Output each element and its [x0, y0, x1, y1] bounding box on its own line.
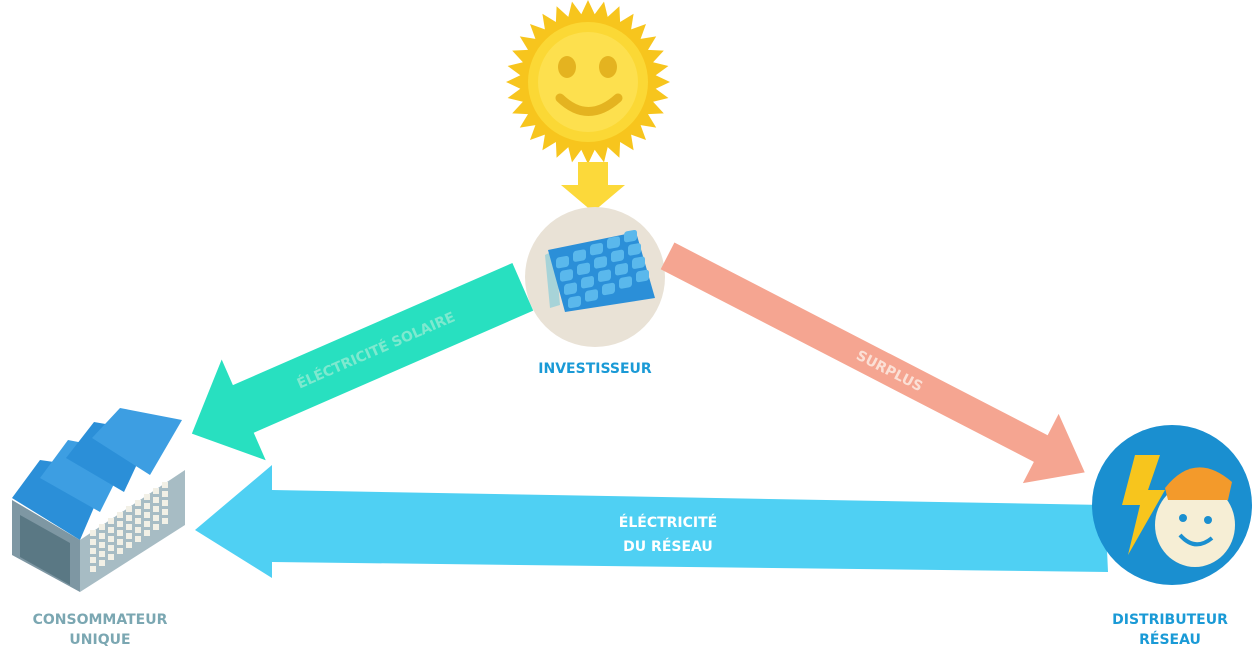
factory-window: [135, 500, 141, 506]
sun-inner: [538, 32, 638, 132]
factory-window: [117, 539, 123, 545]
factory-window: [90, 548, 96, 554]
factory-window: [117, 521, 123, 527]
distributor: [1092, 425, 1252, 585]
factory-window: [135, 536, 141, 542]
node-label: DISTRIBUTEUR: [1112, 612, 1228, 628]
factory-window: [162, 500, 168, 506]
factory-window: [126, 524, 132, 530]
factory-window: [126, 542, 132, 548]
factory-window: [108, 554, 114, 560]
sun-arrow: [561, 162, 625, 212]
factory-window: [162, 509, 168, 515]
factory-window: [144, 530, 150, 536]
factory-window: [126, 515, 132, 521]
diagram: INVESTISSEUR ÉLÉCTRICITÉ SOLAIRE SURPLUS…: [0, 0, 1254, 647]
sun-eye: [558, 56, 576, 78]
factory-window: [144, 512, 150, 518]
factory-window: [135, 518, 141, 524]
node-label: CONSOMMATEUR: [33, 612, 168, 628]
factory-window: [126, 533, 132, 539]
factory-window: [108, 536, 114, 542]
factory-window: [90, 566, 96, 572]
sun-eye: [599, 56, 617, 78]
factory-window: [90, 539, 96, 545]
factory-window: [117, 530, 123, 536]
factory-window: [90, 557, 96, 563]
factory-window: [108, 545, 114, 551]
factory-window: [153, 488, 159, 494]
factory-window: [153, 515, 159, 521]
factory-window: [153, 497, 159, 503]
factory-window: [126, 506, 132, 512]
arrow-surplus: SURPLUS: [650, 221, 1103, 506]
factory-window: [108, 518, 114, 524]
arrow-grid: ÉLÉCTRICITÉ DU RÉSEAU: [195, 465, 1108, 578]
factory-window: [144, 503, 150, 509]
arrow-label: ÉLÉCTRICITÉ: [619, 514, 717, 531]
factory-window: [144, 494, 150, 500]
factory-window: [162, 518, 168, 524]
factory-window: [153, 524, 159, 530]
factory-window: [117, 512, 123, 518]
factory-window: [99, 524, 105, 530]
factory-window: [99, 560, 105, 566]
factory-window: [99, 533, 105, 539]
node-label: INVESTISSEUR: [538, 361, 652, 377]
factory-window: [90, 530, 96, 536]
factory-window: [99, 551, 105, 557]
factory-window: [162, 491, 168, 497]
factory-window: [135, 527, 141, 533]
factory: [12, 408, 185, 592]
node-label: RÉSEAU: [1139, 631, 1201, 647]
factory-window: [108, 527, 114, 533]
sun: [506, 0, 670, 164]
factory-window: [135, 509, 141, 515]
factory-window: [117, 548, 123, 554]
arrow-label: DU RÉSEAU: [623, 538, 713, 555]
factory-window: [99, 542, 105, 548]
factory-window: [162, 482, 168, 488]
factory-window: [153, 506, 159, 512]
node-label: UNIQUE: [69, 632, 130, 647]
factory-window: [144, 521, 150, 527]
arrow-solar: ÉLÉCTRICITÉ SOLAIRE: [169, 237, 545, 483]
